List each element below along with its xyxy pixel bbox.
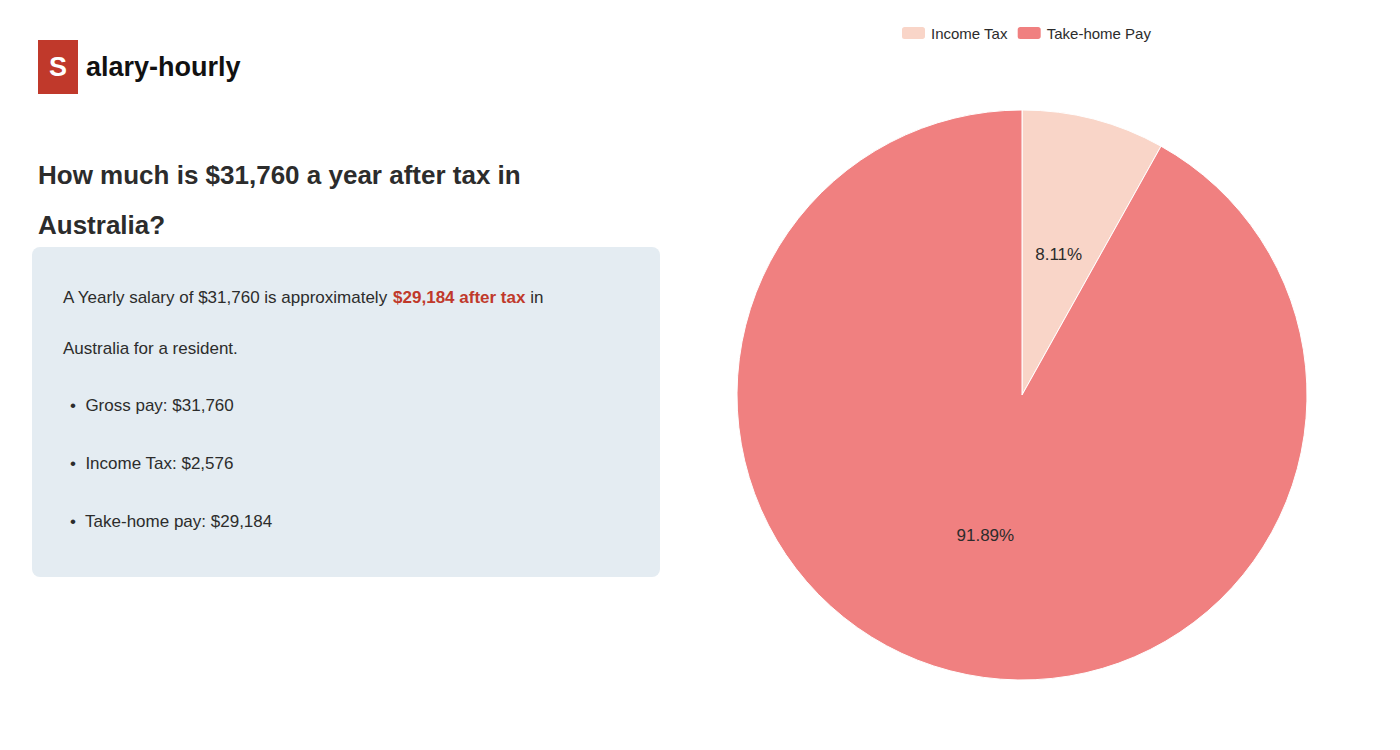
svg-text:• Take-home pay: $29,184: • Take-home pay: $29,184 [70, 512, 272, 531]
svg-text:alary-hourly: alary-hourly [86, 52, 241, 82]
svg-text:Income Tax: Income Tax [931, 25, 1008, 42]
svg-text:91.89%: 91.89% [956, 526, 1014, 545]
svg-text:Take-home Pay: Take-home Pay [1047, 25, 1152, 42]
svg-text:• Gross pay: $31,760: • Gross pay: $31,760 [70, 396, 234, 415]
svg-text:How much is $31,760 a year aft: How much is $31,760 a year after tax in [38, 160, 521, 190]
svg-text:in: in [525, 288, 543, 307]
svg-text:• Income Tax: $2,576: • Income Tax: $2,576 [70, 454, 233, 473]
svg-text:$29,184 after tax: $29,184 after tax [393, 288, 526, 307]
svg-text:S: S [49, 52, 67, 82]
svg-text:8.11%: 8.11% [1035, 245, 1082, 264]
svg-text:Australia?: Australia? [38, 210, 165, 240]
svg-text:A Yearly salary of $31,760 is: A Yearly salary of $31,760 is approximat… [63, 288, 392, 307]
svg-text:Australia for a resident.: Australia for a resident. [63, 339, 238, 358]
